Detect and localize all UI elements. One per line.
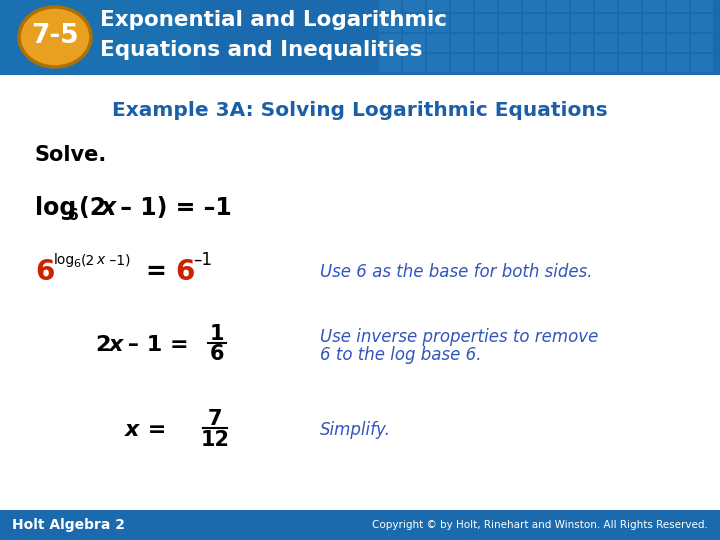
Bar — [499, 54, 521, 72]
Bar — [667, 14, 689, 32]
Bar — [595, 14, 617, 32]
Bar — [571, 14, 593, 32]
Text: 6: 6 — [68, 208, 78, 224]
Bar — [523, 54, 545, 72]
Text: x: x — [109, 335, 123, 355]
Bar — [691, 0, 713, 12]
Bar — [643, 14, 665, 32]
Text: x: x — [125, 420, 140, 440]
Bar — [547, 54, 569, 72]
Text: x: x — [96, 253, 104, 267]
Bar — [451, 34, 473, 52]
Text: 7-5: 7-5 — [31, 23, 78, 49]
Bar — [451, 0, 473, 12]
Bar — [643, 0, 665, 12]
Text: 2: 2 — [95, 335, 110, 355]
Text: Copyright © by Holt, Rinehart and Winston. All Rights Reserved.: Copyright © by Holt, Rinehart and Winsto… — [372, 520, 708, 530]
Bar — [427, 0, 449, 12]
Bar — [0, 510, 720, 540]
Text: x: x — [101, 196, 116, 220]
Bar — [379, 0, 401, 12]
Bar — [403, 0, 425, 12]
Text: 7: 7 — [208, 409, 222, 429]
Text: Example 3A: Solving Logarithmic Equations: Example 3A: Solving Logarithmic Equation… — [112, 100, 608, 119]
Bar — [0, 0, 200, 75]
Bar — [523, 34, 545, 52]
Text: =: = — [145, 260, 166, 284]
Bar — [547, 14, 569, 32]
Bar — [691, 14, 713, 32]
Bar — [571, 54, 593, 72]
Bar — [403, 14, 425, 32]
Bar — [499, 34, 521, 52]
Text: Use inverse properties to remove: Use inverse properties to remove — [320, 328, 598, 346]
Text: –1: –1 — [193, 251, 212, 269]
Text: Simplify.: Simplify. — [320, 421, 391, 439]
Text: Use 6 as the base for both sides.: Use 6 as the base for both sides. — [320, 263, 593, 281]
Bar — [643, 54, 665, 72]
Bar — [619, 0, 641, 12]
Text: 12: 12 — [200, 430, 230, 450]
Ellipse shape — [19, 7, 91, 67]
Bar — [667, 34, 689, 52]
Bar — [475, 54, 497, 72]
Bar — [427, 54, 449, 72]
Text: 6: 6 — [175, 258, 194, 286]
Bar — [379, 54, 401, 72]
Text: Exponential and Logarithmic: Exponential and Logarithmic — [100, 10, 447, 30]
Bar — [379, 34, 401, 52]
Text: Equations and Inequalities: Equations and Inequalities — [100, 40, 423, 60]
Bar — [595, 0, 617, 12]
Text: 6: 6 — [35, 258, 55, 286]
Bar — [547, 0, 569, 12]
Text: =: = — [140, 420, 166, 440]
Text: Solve.: Solve. — [35, 145, 107, 165]
Bar — [691, 54, 713, 72]
Bar — [451, 14, 473, 32]
Text: 6 to the log base 6.: 6 to the log base 6. — [320, 346, 482, 364]
Text: (2: (2 — [81, 253, 95, 267]
Bar — [619, 54, 641, 72]
Text: (2: (2 — [79, 196, 106, 220]
Bar — [667, 54, 689, 72]
Bar — [523, 0, 545, 12]
Bar — [403, 54, 425, 72]
Text: log: log — [35, 196, 76, 220]
Text: Holt Algebra 2: Holt Algebra 2 — [12, 518, 125, 532]
Bar — [427, 34, 449, 52]
Bar — [0, 0, 720, 75]
Text: – 1 =: – 1 = — [120, 335, 189, 355]
Bar — [475, 34, 497, 52]
Text: 6: 6 — [73, 259, 80, 269]
Bar — [547, 34, 569, 52]
Bar — [595, 54, 617, 72]
Bar — [475, 14, 497, 32]
Text: – 1) = –1: – 1) = –1 — [112, 196, 232, 220]
Text: 6: 6 — [210, 344, 224, 364]
Bar — [691, 34, 713, 52]
Bar — [523, 14, 545, 32]
Bar — [571, 34, 593, 52]
Text: log: log — [54, 253, 76, 267]
Bar — [403, 34, 425, 52]
Bar — [475, 0, 497, 12]
Bar — [619, 34, 641, 52]
Text: 1: 1 — [210, 324, 224, 344]
Text: –1): –1) — [105, 253, 130, 267]
Bar — [595, 34, 617, 52]
Bar — [451, 54, 473, 72]
Bar — [379, 14, 401, 32]
Bar — [667, 0, 689, 12]
Bar — [571, 0, 593, 12]
Bar — [619, 14, 641, 32]
Bar — [499, 14, 521, 32]
Bar — [427, 14, 449, 32]
Bar — [643, 34, 665, 52]
Bar — [499, 0, 521, 12]
